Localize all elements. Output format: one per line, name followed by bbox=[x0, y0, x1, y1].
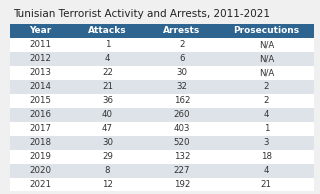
Text: 192: 192 bbox=[174, 180, 190, 189]
Text: 40: 40 bbox=[102, 110, 113, 119]
Bar bbox=[145, 38, 219, 52]
Text: 3: 3 bbox=[264, 138, 269, 147]
Bar bbox=[70, 94, 145, 108]
Text: 2011: 2011 bbox=[29, 40, 51, 49]
Bar bbox=[70, 24, 145, 38]
Text: 22: 22 bbox=[102, 68, 113, 77]
Bar bbox=[10, 52, 70, 66]
Bar bbox=[145, 108, 219, 122]
Bar bbox=[70, 164, 145, 178]
Text: 6: 6 bbox=[179, 54, 185, 63]
Text: 260: 260 bbox=[174, 110, 190, 119]
Text: 403: 403 bbox=[174, 124, 190, 133]
Text: 2: 2 bbox=[264, 96, 269, 105]
Bar bbox=[10, 24, 70, 38]
Bar bbox=[219, 164, 314, 178]
Text: 18: 18 bbox=[261, 152, 272, 161]
Text: 2018: 2018 bbox=[29, 138, 51, 147]
Text: 4: 4 bbox=[264, 110, 269, 119]
Bar bbox=[70, 150, 145, 164]
Text: N/A: N/A bbox=[259, 40, 274, 49]
Bar bbox=[70, 178, 145, 191]
Bar bbox=[219, 38, 314, 52]
Text: 1: 1 bbox=[264, 124, 269, 133]
Bar bbox=[219, 80, 314, 94]
Bar bbox=[10, 122, 70, 136]
Bar bbox=[145, 136, 219, 150]
Bar bbox=[70, 122, 145, 136]
Bar bbox=[219, 66, 314, 80]
Text: 2020: 2020 bbox=[29, 166, 51, 175]
Bar bbox=[145, 52, 219, 66]
Text: 36: 36 bbox=[102, 96, 113, 105]
Bar bbox=[70, 52, 145, 66]
Bar bbox=[219, 94, 314, 108]
Bar bbox=[145, 80, 219, 94]
Text: Prosecutions: Prosecutions bbox=[233, 26, 300, 35]
Text: 2: 2 bbox=[179, 40, 185, 49]
Text: Tunisian Terrorist Activity and Arrests, 2011-2021: Tunisian Terrorist Activity and Arrests,… bbox=[13, 9, 270, 19]
Text: 21: 21 bbox=[261, 180, 272, 189]
Bar bbox=[219, 178, 314, 191]
Text: Arrests: Arrests bbox=[163, 26, 201, 35]
Text: 2: 2 bbox=[264, 82, 269, 91]
Bar bbox=[219, 122, 314, 136]
Text: 30: 30 bbox=[102, 138, 113, 147]
Bar bbox=[145, 164, 219, 178]
Text: 2017: 2017 bbox=[29, 124, 51, 133]
Bar bbox=[219, 150, 314, 164]
Bar bbox=[145, 94, 219, 108]
Bar bbox=[145, 178, 219, 191]
Bar bbox=[145, 24, 219, 38]
Bar bbox=[70, 136, 145, 150]
Text: Attacks: Attacks bbox=[88, 26, 127, 35]
Bar bbox=[145, 122, 219, 136]
Text: 47: 47 bbox=[102, 124, 113, 133]
Text: 32: 32 bbox=[176, 82, 188, 91]
Text: 30: 30 bbox=[176, 68, 188, 77]
Bar bbox=[10, 108, 70, 122]
Text: 21: 21 bbox=[102, 82, 113, 91]
Bar bbox=[10, 66, 70, 80]
Bar bbox=[10, 136, 70, 150]
Bar bbox=[219, 136, 314, 150]
Text: 162: 162 bbox=[174, 96, 190, 105]
Text: 4: 4 bbox=[105, 54, 110, 63]
Bar bbox=[219, 24, 314, 38]
Bar bbox=[10, 94, 70, 108]
Text: 520: 520 bbox=[174, 138, 190, 147]
Bar bbox=[10, 150, 70, 164]
Text: 29: 29 bbox=[102, 152, 113, 161]
Text: 2012: 2012 bbox=[29, 54, 51, 63]
Text: 2013: 2013 bbox=[29, 68, 51, 77]
Text: N/A: N/A bbox=[259, 68, 274, 77]
Text: 2021: 2021 bbox=[29, 180, 51, 189]
Bar bbox=[70, 38, 145, 52]
Bar bbox=[70, 66, 145, 80]
Text: 227: 227 bbox=[174, 166, 190, 175]
Text: Year: Year bbox=[29, 26, 51, 35]
Bar bbox=[10, 38, 70, 52]
Bar bbox=[219, 52, 314, 66]
Text: N/A: N/A bbox=[259, 54, 274, 63]
Bar bbox=[70, 108, 145, 122]
Bar bbox=[219, 108, 314, 122]
Text: 2015: 2015 bbox=[29, 96, 51, 105]
Bar bbox=[145, 66, 219, 80]
Text: 2014: 2014 bbox=[29, 82, 51, 91]
Text: 4: 4 bbox=[264, 166, 269, 175]
Bar bbox=[145, 150, 219, 164]
Text: 1: 1 bbox=[105, 40, 110, 49]
Text: 12: 12 bbox=[102, 180, 113, 189]
Bar bbox=[70, 80, 145, 94]
Bar bbox=[10, 164, 70, 178]
Bar bbox=[10, 80, 70, 94]
Text: 8: 8 bbox=[105, 166, 110, 175]
Text: 2019: 2019 bbox=[29, 152, 51, 161]
Bar bbox=[10, 178, 70, 191]
Text: 2016: 2016 bbox=[29, 110, 51, 119]
Text: 132: 132 bbox=[174, 152, 190, 161]
